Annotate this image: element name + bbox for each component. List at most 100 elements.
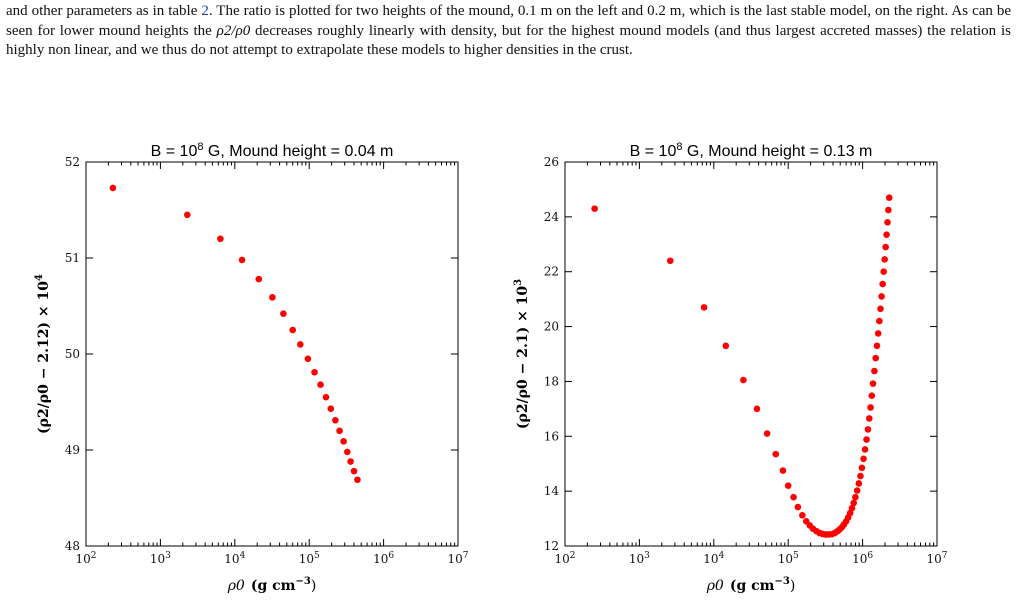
data-point [853, 487, 861, 494]
data-point [238, 256, 246, 264]
data-point [772, 450, 780, 458]
data-point [591, 205, 598, 212]
left-y-tick-labels: 48 49 50 51 52 [65, 155, 80, 553]
data-point [311, 368, 318, 376]
right-plot-title: B = 108 G, Mound height = 0.13 m [630, 141, 873, 160]
data-point [876, 317, 883, 325]
right-axis-ticks [564, 161, 938, 547]
data-point [869, 380, 877, 387]
data-point [884, 219, 891, 226]
data-point [317, 381, 324, 389]
data-point [861, 446, 869, 453]
data-point [865, 415, 873, 422]
data-point [109, 184, 117, 192]
data-point [753, 405, 761, 413]
x-tick-label: 107 [926, 551, 947, 566]
data-point [879, 280, 886, 288]
data-point [880, 268, 887, 276]
data-point [881, 256, 888, 263]
y-tick-label: 16 [544, 429, 559, 443]
data-point [722, 342, 730, 350]
y-tick-label: 50 [65, 347, 80, 361]
data-point [184, 211, 191, 219]
data-point [763, 430, 771, 437]
y-tick-label: 12 [544, 539, 559, 553]
paragraph-text-3: decreases roughly linearly with density,… [6, 22, 1011, 59]
data-point [850, 499, 858, 507]
y-tick-label: 26 [544, 155, 559, 169]
y-tick-label: 48 [65, 539, 80, 553]
caption-paragraph: and other parameters as in table 2. The … [6, 2, 1011, 61]
left-plot-panel: B = 108 G, Mound height = 0.04 m 48 49 50 5… [34, 141, 469, 594]
paragraph-text-1: and other parameters as in table [6, 3, 202, 19]
data-point [885, 206, 892, 214]
left-axis-ticks [85, 161, 459, 547]
data-point [343, 448, 351, 456]
data-point [297, 341, 304, 348]
data-point [872, 354, 880, 362]
x-tick-label: 103 [150, 551, 171, 566]
data-point [878, 293, 885, 300]
right-x-tick-labels: 102 103 104 105 106 107 [554, 551, 947, 566]
data-point [860, 455, 867, 463]
data-point [336, 427, 343, 435]
left-x-axis-label: ρ0 (g cm−3) [227, 576, 317, 594]
right-data-points [591, 194, 893, 538]
data-point [864, 426, 872, 433]
data-point [855, 480, 863, 487]
y-tick-label: 52 [65, 155, 80, 169]
left-y-axis-label: (ρ2/ρ0 − 2.12) × 104 [34, 274, 52, 434]
data-point [848, 504, 856, 512]
data-point [784, 482, 792, 489]
data-point [874, 330, 882, 337]
left-plot-title: B = 108 G, Mound height = 0.04 m [151, 141, 394, 160]
data-point [354, 476, 361, 484]
right-x-axis-label: ρ0 (g cm−3) [706, 576, 796, 594]
x-tick-label: 107 [447, 551, 468, 566]
x-tick-label: 102 [75, 551, 96, 566]
data-point [332, 416, 339, 424]
y-tick-label: 24 [544, 210, 560, 224]
data-point [350, 467, 358, 475]
right-y-tick-labels: 12 14 16 18 20 22 24 26 [544, 155, 560, 553]
data-point [857, 472, 864, 480]
y-tick-label: 18 [544, 374, 559, 388]
data-point [269, 294, 276, 301]
data-point [868, 392, 876, 399]
data-point [885, 194, 893, 201]
data-point [304, 355, 312, 363]
y-tick-label: 22 [544, 265, 559, 279]
data-point [858, 464, 866, 472]
right-plot-frame [564, 161, 938, 547]
data-point [799, 511, 806, 519]
x-tick-label: 104 [224, 551, 245, 566]
data-point [871, 367, 878, 375]
data-point [779, 467, 787, 474]
x-tick-label: 105 [778, 551, 799, 566]
data-point [280, 310, 287, 317]
data-point [883, 231, 890, 238]
x-tick-label: 102 [554, 551, 575, 566]
data-point [255, 275, 263, 283]
data-point [877, 305, 884, 313]
data-point [852, 493, 859, 501]
x-tick-label: 105 [299, 551, 320, 566]
data-point [217, 235, 224, 243]
x-tick-label: 103 [629, 551, 650, 566]
paragraph-text-2: . The ratio is plotted for two heights o… [6, 3, 1011, 39]
data-point [790, 493, 797, 501]
data-point [322, 393, 330, 401]
data-point [340, 438, 347, 445]
data-point [794, 503, 802, 511]
data-point [863, 436, 870, 443]
x-tick-label: 106 [852, 551, 873, 566]
table-reference-link[interactable]: 2 [201, 3, 209, 19]
right-y-axis-label: (ρ2/ρ0 − 2.1) × 103 [513, 279, 531, 429]
data-point [666, 257, 674, 265]
left-data-points [109, 184, 361, 484]
left-x-tick-labels: 102 103 104 105 106 107 [75, 551, 468, 566]
y-tick-label: 49 [65, 443, 80, 457]
data-point [882, 243, 889, 251]
right-plot-panel: B = 108 G, Mound height = 0.13 m 1214161… [513, 141, 948, 594]
